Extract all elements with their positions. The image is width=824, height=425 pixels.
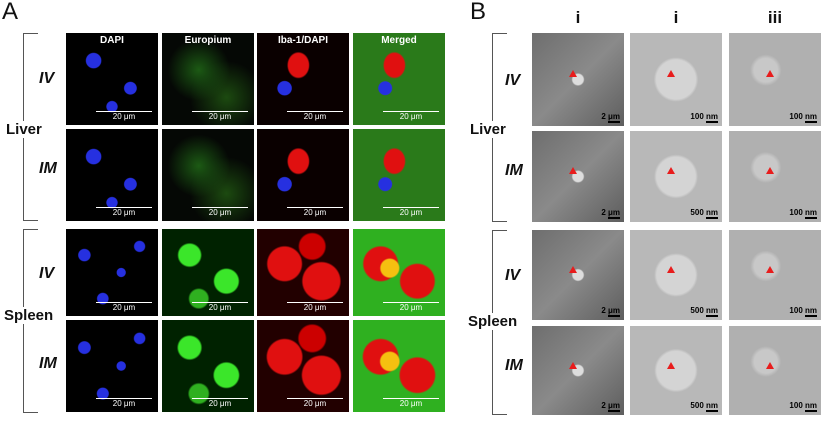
- scale-bar: 20 μm: [287, 302, 343, 312]
- micrograph-a-r3-c3: 20 μm: [353, 320, 445, 412]
- red-arrowhead-icon: [666, 266, 675, 273]
- em-micrograph-b-r1-c1: 500 nm: [630, 131, 722, 222]
- em-micrograph-b-r3-c1: 500 nm: [630, 326, 722, 415]
- red-arrowhead-icon: [765, 167, 774, 175]
- route-label-a-2: IV: [39, 265, 55, 282]
- em-micrograph-b-r3-c2: 100 nm: [729, 326, 821, 415]
- em-micrograph-b-r3-c0: 2 μm: [532, 326, 624, 415]
- channel-label: Europium: [184, 35, 232, 46]
- scale-bar: 100 nm: [690, 112, 718, 121]
- scale-bar: 20 μm: [383, 302, 439, 312]
- scale-bar: 20 μm: [192, 302, 248, 312]
- micrograph-a-r1-c3: 20 μm: [353, 129, 445, 221]
- scale-bar: 2 μm: [601, 306, 620, 315]
- em-micrograph-b-r2-c2: 100 nm: [729, 230, 821, 320]
- micrograph-a-r1-c2: 20 μm: [257, 129, 349, 221]
- scale-bar: 20 μm: [287, 207, 343, 217]
- scale-bar: 2 μm: [601, 208, 620, 217]
- micrograph-a-r0-c1: Europium 20 μm: [162, 33, 254, 125]
- tissue-label-a-spleen: Spleen: [4, 307, 54, 324]
- scale-bar: 20 μm: [96, 302, 152, 312]
- column-header-b-0: i: [575, 8, 581, 27]
- micrograph-a-r2-c3: 20 μm: [353, 229, 445, 316]
- micrograph-a-r0-c3: Merged 20 μm: [353, 33, 445, 125]
- em-micrograph-b-r0-c2: 100 nm: [729, 33, 821, 126]
- scale-bar: 100 nm: [789, 306, 817, 315]
- channel-label: Iba-1/DAPI: [277, 35, 328, 46]
- scale-bar: 100 nm: [789, 401, 817, 410]
- red-arrowhead-icon: [568, 70, 577, 78]
- em-micrograph-b-r1-c2: 100 nm: [729, 131, 821, 222]
- scale-bar: 500 nm: [690, 208, 718, 217]
- scale-bar: 500 nm: [690, 401, 718, 410]
- scale-bar: 20 μm: [96, 398, 152, 408]
- em-micrograph-b-r0-c0: 2 μm: [532, 33, 624, 126]
- red-arrowhead-icon: [666, 70, 675, 78]
- route-label-a-1: IM: [39, 160, 57, 177]
- scale-bar: 20 μm: [383, 207, 439, 217]
- scale-bar: 500 nm: [690, 306, 718, 315]
- micrograph-a-r2-c0: 20 μm: [66, 229, 158, 316]
- micrograph-a-r1-c1: 20 μm: [162, 129, 254, 221]
- micrograph-a-r2-c2: 20 μm: [257, 229, 349, 316]
- em-micrograph-b-r2-c1: 500 nm: [630, 230, 722, 320]
- column-header-b-1: i: [673, 8, 679, 27]
- scale-bar: 20 μm: [287, 111, 343, 121]
- micrograph-a-r1-c0: 20 μm: [66, 129, 158, 221]
- scale-bar: 100 nm: [789, 112, 817, 121]
- channel-label: Merged: [381, 35, 417, 46]
- scale-bar: 20 μm: [287, 398, 343, 408]
- scale-bar: 20 μm: [383, 398, 439, 408]
- route-label-b-1: IM: [505, 162, 523, 179]
- micrograph-a-r0-c2: Iba-1/DAPI 20 μm: [257, 33, 349, 125]
- panel-b-letter: B: [470, 0, 487, 25]
- red-arrowhead-icon: [666, 361, 675, 369]
- scale-bar: 20 μm: [383, 111, 439, 121]
- micrograph-a-r3-c2: 20 μm: [257, 320, 349, 412]
- scale-bar: 20 μm: [96, 111, 152, 121]
- micrograph-a-r0-c0: DAPI 20 μm: [66, 33, 158, 125]
- micrograph-a-r2-c1: 20 μm: [162, 229, 254, 316]
- scale-bar: 20 μm: [192, 398, 248, 408]
- tissue-label-b-spleen: Spleen: [468, 313, 518, 330]
- em-micrograph-b-r1-c0: 2 μm: [532, 131, 624, 222]
- red-arrowhead-icon: [568, 266, 577, 273]
- route-label-b-2: IV: [505, 267, 521, 284]
- tissue-label-b-liver: Liver: [470, 121, 506, 138]
- scale-bar: 20 μm: [192, 207, 248, 217]
- panel-a-letter: A: [2, 0, 19, 25]
- scale-bar: 20 μm: [192, 111, 248, 121]
- route-label-a-0: IV: [39, 70, 55, 87]
- route-label-b-3: IM: [505, 357, 523, 374]
- red-arrowhead-icon: [666, 167, 675, 175]
- channel-label: DAPI: [100, 35, 124, 46]
- micrograph-a-r3-c0: 20 μm: [66, 320, 158, 412]
- scale-bar: 20 μm: [96, 207, 152, 217]
- tissue-label-a-liver: Liver: [6, 121, 42, 138]
- route-label-b-0: IV: [505, 72, 521, 89]
- scale-bar: 100 nm: [789, 208, 817, 217]
- red-arrowhead-icon: [765, 266, 774, 273]
- red-arrowhead-icon: [568, 167, 577, 175]
- em-micrograph-b-r0-c1: 100 nm: [630, 33, 722, 126]
- red-arrowhead-icon: [568, 361, 577, 369]
- scale-bar: 2 μm: [601, 401, 620, 410]
- micrograph-a-r3-c1: 20 μm: [162, 320, 254, 412]
- route-label-a-3: IM: [39, 355, 57, 372]
- em-micrograph-b-r2-c0: 2 μm: [532, 230, 624, 320]
- scale-bar: 2 μm: [601, 112, 620, 121]
- column-header-b-2: iii: [767, 8, 783, 27]
- red-arrowhead-icon: [765, 361, 774, 369]
- red-arrowhead-icon: [765, 70, 774, 78]
